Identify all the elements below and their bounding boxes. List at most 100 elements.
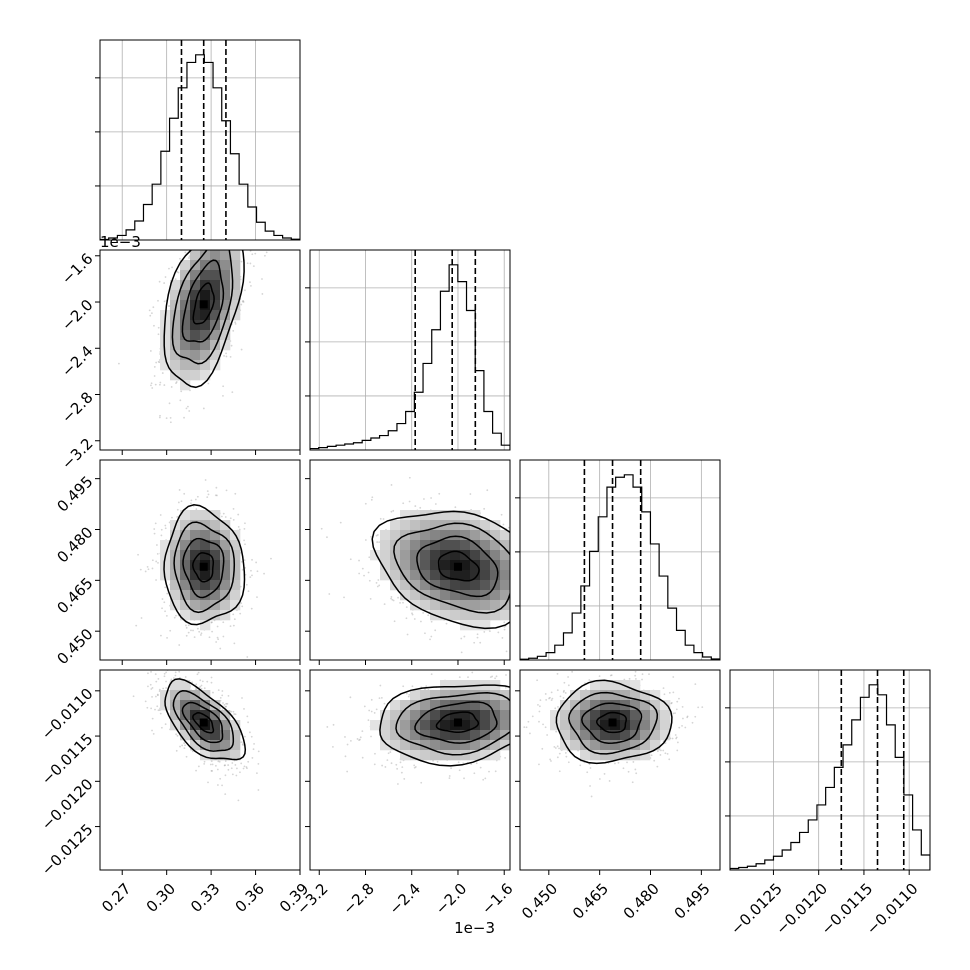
scatter-point	[150, 688, 153, 690]
density-cell	[480, 530, 491, 541]
density-cell	[590, 680, 601, 691]
scatter-point	[165, 680, 167, 683]
density-cell	[560, 720, 571, 731]
scatter-point	[628, 677, 631, 680]
scatter-point	[694, 683, 697, 686]
scatter-point	[422, 611, 425, 614]
density-cell	[610, 700, 621, 711]
scatter-point	[529, 732, 531, 735]
density-cell	[220, 300, 231, 311]
density-cell	[180, 520, 191, 531]
scatter-point	[240, 260, 243, 263]
scatter-point	[562, 697, 565, 699]
scatter-point	[635, 772, 638, 775]
scatter-point	[249, 576, 252, 578]
frame-pair	[99, 669, 301, 871]
scatter-point	[187, 405, 189, 408]
scatter-point	[458, 769, 461, 772]
scatter-point	[242, 744, 245, 747]
density-cell	[180, 580, 191, 591]
density-cell	[180, 340, 191, 351]
density-cell	[190, 560, 201, 571]
scatter-point	[161, 607, 163, 610]
scatter-point	[614, 762, 616, 765]
scatter-point	[610, 674, 613, 676]
density-cell	[210, 300, 221, 311]
density-cell	[560, 730, 571, 741]
density-cell	[380, 530, 391, 541]
scatter-point	[155, 680, 158, 683]
density-cell	[180, 360, 191, 371]
density-cell	[450, 690, 461, 701]
scatter-point	[463, 635, 466, 638]
scatter-point	[210, 621, 213, 624]
contour-2	[171, 250, 234, 365]
density-cell	[480, 600, 491, 611]
scatter-point	[368, 579, 371, 582]
scatter-point	[527, 720, 530, 723]
density-cell	[460, 520, 471, 531]
density-cell	[180, 280, 191, 291]
scatter-point	[252, 748, 255, 751]
density-cell	[410, 710, 421, 721]
density-cell	[210, 530, 221, 541]
scatter-point	[170, 678, 173, 681]
scatter-point	[495, 675, 498, 678]
density-cell	[190, 520, 201, 531]
scatter-point	[147, 685, 149, 688]
scatter-point	[555, 730, 558, 733]
scatter-point	[221, 694, 224, 697]
density-cell	[450, 510, 461, 521]
density-cell	[380, 540, 391, 551]
density-cell	[620, 690, 631, 701]
scatter-point	[196, 673, 199, 676]
density-cell	[190, 600, 201, 611]
density-cell	[220, 530, 231, 541]
scatter-point	[489, 676, 492, 679]
scatter-point	[250, 735, 253, 738]
contour-0	[596, 711, 627, 734]
scatter-point	[158, 361, 161, 364]
density-cell	[460, 600, 471, 611]
density-cell	[170, 720, 181, 731]
scatter-point	[196, 627, 199, 630]
scatter-point	[241, 697, 243, 699]
density-cell	[430, 590, 441, 601]
density-cell	[480, 580, 491, 591]
scatter-point	[256, 596, 258, 599]
density-cell	[440, 540, 451, 551]
scatter-point	[241, 568, 244, 571]
scatter-point	[183, 747, 186, 750]
scatter-point	[408, 500, 411, 503]
scatter-point	[390, 596, 393, 598]
density-cell	[180, 550, 191, 561]
scatter-point	[248, 731, 251, 734]
scatter-point	[157, 561, 159, 564]
scatter-point	[381, 764, 384, 767]
scatter-point	[414, 766, 417, 768]
scatter-point	[358, 739, 360, 742]
density-cell	[210, 750, 221, 761]
density-cell	[230, 560, 241, 571]
density-cell	[390, 700, 401, 711]
scatter-point	[192, 629, 194, 632]
scatter-point	[188, 257, 190, 259]
scatter-point	[222, 512, 225, 515]
density-cell	[390, 520, 401, 531]
scatter-point	[558, 747, 560, 750]
scatter-point	[390, 597, 392, 600]
density-cell	[450, 580, 461, 591]
density-cell	[410, 580, 421, 591]
density-cell	[440, 600, 451, 611]
scatter-point	[212, 691, 214, 694]
scatter-point	[458, 676, 461, 679]
scatter-point	[648, 673, 650, 676]
scatter-point	[204, 479, 207, 481]
density-cell	[480, 620, 491, 631]
scatter-point	[241, 743, 244, 746]
scatter-point	[177, 271, 180, 274]
density-cell	[210, 350, 221, 361]
density-cell	[200, 550, 211, 561]
scatter-point	[391, 598, 394, 601]
scatter-point	[178, 670, 181, 673]
